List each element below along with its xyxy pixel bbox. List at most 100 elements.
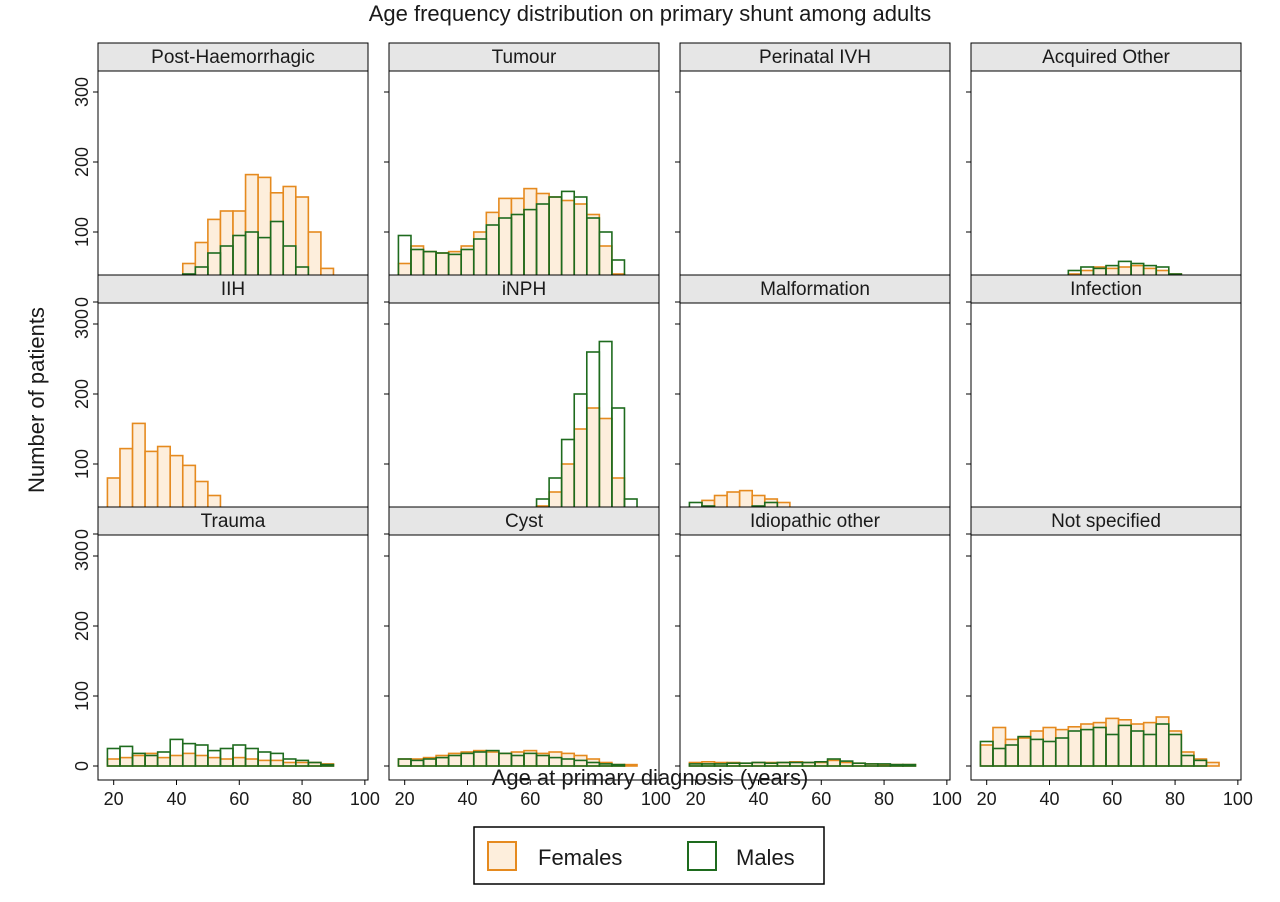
- x-tick-label: 20: [977, 789, 997, 809]
- y-tick-label: 0: [72, 529, 92, 539]
- panel-frame: [679, 42, 951, 317]
- bar-females: [131, 754, 146, 767]
- panel-frame: [970, 274, 1242, 549]
- bar-females: [219, 758, 234, 767]
- panel-frame: [97, 506, 369, 781]
- x-tick-label: 60: [1102, 789, 1122, 809]
- panel-trauma: Trauma 0 100 200 300 20 40 60 80 100: [72, 506, 380, 809]
- y-tick-label: 100: [72, 217, 92, 247]
- panel-not-specified: Not specified 20 40 60 80 100: [966, 506, 1257, 809]
- chart-title: Age frequency distribution on primary sh…: [369, 1, 932, 26]
- bar-females: [169, 754, 184, 767]
- panel-perinatal-ivh: Perinatal IVH: [675, 42, 951, 317]
- x-tick-label: 100: [1223, 789, 1253, 809]
- bar-females: [1029, 730, 1045, 767]
- bar-females: [397, 758, 412, 767]
- panel-strip: [388, 42, 660, 72]
- y-tick-label: 200: [72, 379, 92, 409]
- y-axis-title: Number of patients: [24, 307, 49, 493]
- bar-females: [992, 726, 1007, 767]
- bar-females: [548, 751, 563, 767]
- panel-strip-label: Acquired Other: [1042, 47, 1170, 68]
- panel-strip: [970, 42, 1242, 72]
- bar-females: [1180, 751, 1195, 767]
- bar-males: [902, 763, 917, 767]
- legend: Females Males: [473, 826, 825, 885]
- y-tick-label: 100: [72, 449, 92, 479]
- bar-males: [320, 763, 335, 767]
- panel-strip-label: Not specified: [1051, 511, 1161, 532]
- bar-females: [106, 758, 121, 767]
- x-tick-label: 80: [292, 789, 312, 809]
- panel-strip: [388, 274, 660, 304]
- x-axis-title: Age at primary diagnosis (years): [492, 765, 809, 790]
- bars: [979, 716, 1257, 767]
- bar-females: [207, 756, 222, 767]
- x-tick-label: 20: [686, 789, 706, 809]
- panel-strip: [679, 274, 951, 304]
- bar-females: [826, 759, 841, 767]
- panel-frame: [388, 506, 660, 781]
- bar-females: [1092, 721, 1107, 767]
- panel-cyst: Cyst 20 40 60 80 100: [384, 506, 671, 809]
- bars: [106, 738, 335, 767]
- bar-females: [1244, 763, 1257, 767]
- bar-males: [889, 763, 904, 767]
- bar-females: [1017, 737, 1032, 767]
- x-tick-label: 40: [1039, 789, 1059, 809]
- bar-females: [1167, 730, 1183, 767]
- bar-females: [1042, 726, 1057, 767]
- legend-label-females: Females: [538, 845, 622, 870]
- panel-idiopathic-other: Idiopathic other 20 40 60 80 100: [675, 506, 962, 809]
- bar-females: [1205, 761, 1220, 767]
- y-tick-label: 0: [72, 761, 92, 771]
- panel-strip-label: Idiopathic other: [750, 511, 881, 532]
- legend-box: [473, 826, 825, 885]
- y-tick-label: 300: [72, 77, 92, 107]
- x-tick-label: 80: [874, 789, 894, 809]
- bar-females: [1067, 725, 1082, 767]
- bar-females: [472, 749, 488, 767]
- panel-strip: [679, 506, 951, 536]
- bar-females: [510, 751, 525, 767]
- bar-females: [485, 751, 500, 767]
- x-tick-label: 100: [641, 789, 671, 809]
- x-tick-label: 60: [229, 789, 249, 809]
- bar-females: [269, 759, 285, 767]
- bar-females: [156, 756, 172, 767]
- x-tick-label: 60: [520, 789, 540, 809]
- x-tick-label: 40: [748, 789, 768, 809]
- bar-females: [181, 752, 197, 767]
- bar-females: [244, 758, 259, 767]
- bar-females: [119, 756, 134, 767]
- bar-females: [1054, 728, 1070, 767]
- y-tick-label: 200: [72, 147, 92, 177]
- panel-strip-label: Post-Haemorrhagic: [151, 47, 315, 68]
- y-tick-label: 0: [72, 297, 92, 307]
- y-tick-label: 300: [72, 541, 92, 571]
- bar-females: [1117, 718, 1132, 767]
- bar-females: [257, 759, 272, 767]
- panel-strip: [97, 506, 369, 536]
- legend-label-males: Males: [736, 845, 795, 870]
- panel-strip-label: Infection: [1070, 279, 1142, 300]
- bar-males: [1167, 733, 1183, 767]
- bar-females: [232, 756, 247, 767]
- x-tick-label: 100: [350, 789, 380, 809]
- panel-strip-label: Tumour: [492, 47, 557, 68]
- y-tick-label: 200: [72, 611, 92, 641]
- panel-strip: [97, 42, 369, 72]
- panel-strip-label: Trauma: [201, 511, 266, 532]
- panel-strip-label: IIH: [221, 279, 245, 300]
- panel-inph: iNPH: [384, 274, 660, 549]
- panel-strip-label: Perinatal IVH: [759, 47, 871, 68]
- x-tick-label: 80: [583, 789, 603, 809]
- bar-females: [1142, 721, 1158, 767]
- bar-males: [1193, 759, 1208, 767]
- panel-strip: [679, 42, 951, 72]
- panel-frame: [679, 506, 951, 781]
- panel-strip-label: Cyst: [505, 511, 544, 532]
- y-tick-label: 100: [72, 681, 92, 711]
